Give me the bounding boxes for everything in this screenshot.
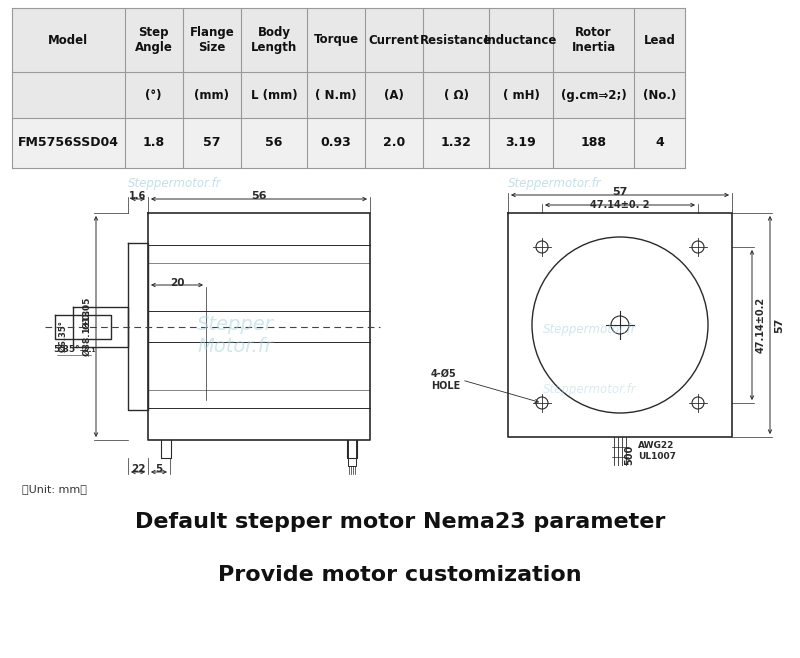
Text: 56: 56 [251,191,266,201]
Text: 5: 5 [155,464,162,474]
Text: Steppermotor.fr: Steppermotor.fr [508,176,602,190]
Bar [12,118,685,168]
Text: 57: 57 [774,317,784,333]
Text: Resistance: Resistance [420,34,492,47]
Text: 20: 20 [170,278,184,288]
Text: (g.cm⇒2;): (g.cm⇒2;) [561,88,626,101]
Text: 0.93: 0.93 [321,136,351,149]
Text: Ø13: Ø13 [83,309,92,328]
Text: 500: 500 [624,445,634,465]
Text: 2.0: 2.0 [383,136,406,149]
Text: 4: 4 [655,136,664,149]
Text: (A): (A) [384,88,404,101]
Text: Current: Current [369,34,419,47]
Text: Lead: Lead [644,34,675,47]
Text: ( Ω): ( Ω) [444,88,469,101]
Text: 47.14±0.2: 47.14±0.2 [756,297,766,353]
Text: 4-Ø5
HOLE: 4-Ø5 HOLE [430,369,460,391]
Text: Default stepper motor Nema23 parameter: Default stepper motor Nema23 parameter [135,512,665,532]
Bar [12,72,685,118]
Text: Ø6.35°: Ø6.35° [59,320,68,353]
Text: ( mH): ( mH) [502,88,539,101]
Text: Steppermotor.fr: Steppermotor.fr [543,384,637,397]
Text: (No.): (No.) [643,88,676,101]
Text: 57: 57 [203,136,221,149]
Text: FM5756SSD04: FM5756SSD04 [18,136,118,149]
Text: 1.6: 1.6 [130,191,146,201]
Text: Steppermotor.fr: Steppermotor.fr [128,176,222,190]
Text: 5.85°₋₀.₁: 5.85°₋₀.₁ [53,345,95,355]
Text: 1.8: 1.8 [142,136,165,149]
Text: (mm): (mm) [194,88,230,101]
Text: Provide motor customization: Provide motor customization [218,565,582,585]
Text: Steppermotor.fr: Steppermotor.fr [543,324,637,336]
Text: Step
Angle: Step Angle [134,26,173,54]
Text: Inductance: Inductance [484,34,558,47]
Text: 1.32: 1.32 [441,136,472,149]
Bar [12,8,685,72]
Text: (°): (°) [146,88,162,101]
Text: AWG22
UL1007: AWG22 UL1007 [638,442,676,461]
Text: 57: 57 [612,187,628,197]
Text: L (mm): L (mm) [250,88,298,101]
Text: Rotor
Inertia: Rotor Inertia [571,26,616,54]
Text: Flange
Size: Flange Size [190,26,234,54]
Text: 3.19: 3.19 [506,136,537,149]
Text: Stepper
Motor.fr: Stepper Motor.fr [197,315,274,355]
Text: Ø38.1±0.05: Ø38.1±0.05 [83,297,92,356]
Text: （Unit: mm）: （Unit: mm） [22,484,87,494]
Text: Body
Length: Body Length [250,26,297,54]
Text: ( N.m): ( N.m) [315,88,357,101]
Text: Model: Model [48,34,88,47]
Text: 56: 56 [266,136,282,149]
Text: 22: 22 [130,464,146,474]
Text: 47.14±0. 2: 47.14±0. 2 [590,200,650,210]
Text: 188: 188 [581,136,606,149]
Text: Torque: Torque [314,34,358,47]
